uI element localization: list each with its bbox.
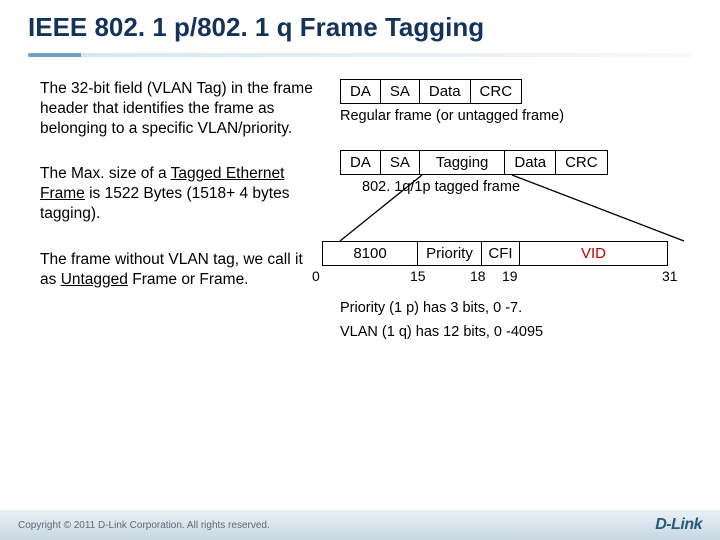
dlink-logo: D-Link xyxy=(655,516,702,534)
detail-cfi: CFI xyxy=(482,241,520,266)
footer: Copyright © 2011 D-Link Corporation. All… xyxy=(0,510,720,540)
paragraph-1: The 32-bit field (VLAN Tag) in the frame… xyxy=(40,79,320,138)
bit-19: 19 xyxy=(502,268,518,284)
paragraph-3: The frame without VLAN tag, we call it a… xyxy=(40,250,320,290)
bit-31: 31 xyxy=(662,268,678,284)
note-vlan: VLAN (1 q) has 12 bits, 0 -4095 xyxy=(340,324,702,340)
p3-post: Frame or Frame. xyxy=(128,271,249,288)
right-column: DA SA Data CRC Regular frame (or untagge… xyxy=(320,79,702,348)
notes: Priority (1 p) has 3 bits, 0 -7. VLAN (1… xyxy=(340,300,702,340)
tagged-frame-block: DA SA Tagging Data CRC 802. 1q/1p tagged… xyxy=(340,150,702,340)
tcell-data: Data xyxy=(505,150,556,175)
bit-numbers: 0 15 18 19 31 xyxy=(312,268,692,286)
p2-pre: The Max. size of a xyxy=(40,165,171,182)
cell-da: DA xyxy=(340,79,381,104)
left-column: The 32-bit field (VLAN Tag) in the frame… xyxy=(40,79,320,348)
p3-underline: Untagged xyxy=(61,271,128,288)
detail-vid: VID xyxy=(520,241,668,266)
tagged-frame-row: DA SA Tagging Data CRC xyxy=(340,150,702,175)
regular-frame-caption: Regular frame (or untagged frame) xyxy=(340,108,702,124)
detail-tpid: 8100 xyxy=(322,241,418,266)
tag-detail-row: 8100 Priority CFI VID xyxy=(322,241,702,266)
tcell-da: DA xyxy=(340,150,381,175)
bit-15: 15 xyxy=(410,268,426,284)
cell-crc: CRC xyxy=(471,79,523,104)
detail-priority: Priority xyxy=(418,241,482,266)
tagged-frame-caption: 802. 1q/1p tagged frame xyxy=(362,179,702,195)
cell-sa: SA xyxy=(381,79,420,104)
copyright: Copyright © 2011 D-Link Corporation. All… xyxy=(18,520,270,531)
regular-frame-row: DA SA Data CRC xyxy=(340,79,702,104)
page-title: IEEE 802. 1 p/802. 1 q Frame Tagging xyxy=(28,12,692,43)
tcell-tagging: Tagging xyxy=(420,150,506,175)
bit-18: 18 xyxy=(470,268,486,284)
note-priority: Priority (1 p) has 3 bits, 0 -7. xyxy=(340,300,702,316)
tcell-crc: CRC xyxy=(556,150,608,175)
paragraph-2: The Max. size of a Tagged Ethernet Frame… xyxy=(40,164,320,223)
bit-0: 0 xyxy=(312,268,320,284)
regular-frame-block: DA SA Data CRC Regular frame (or untagge… xyxy=(340,79,702,124)
tcell-sa: SA xyxy=(381,150,420,175)
cell-data: Data xyxy=(420,79,471,104)
